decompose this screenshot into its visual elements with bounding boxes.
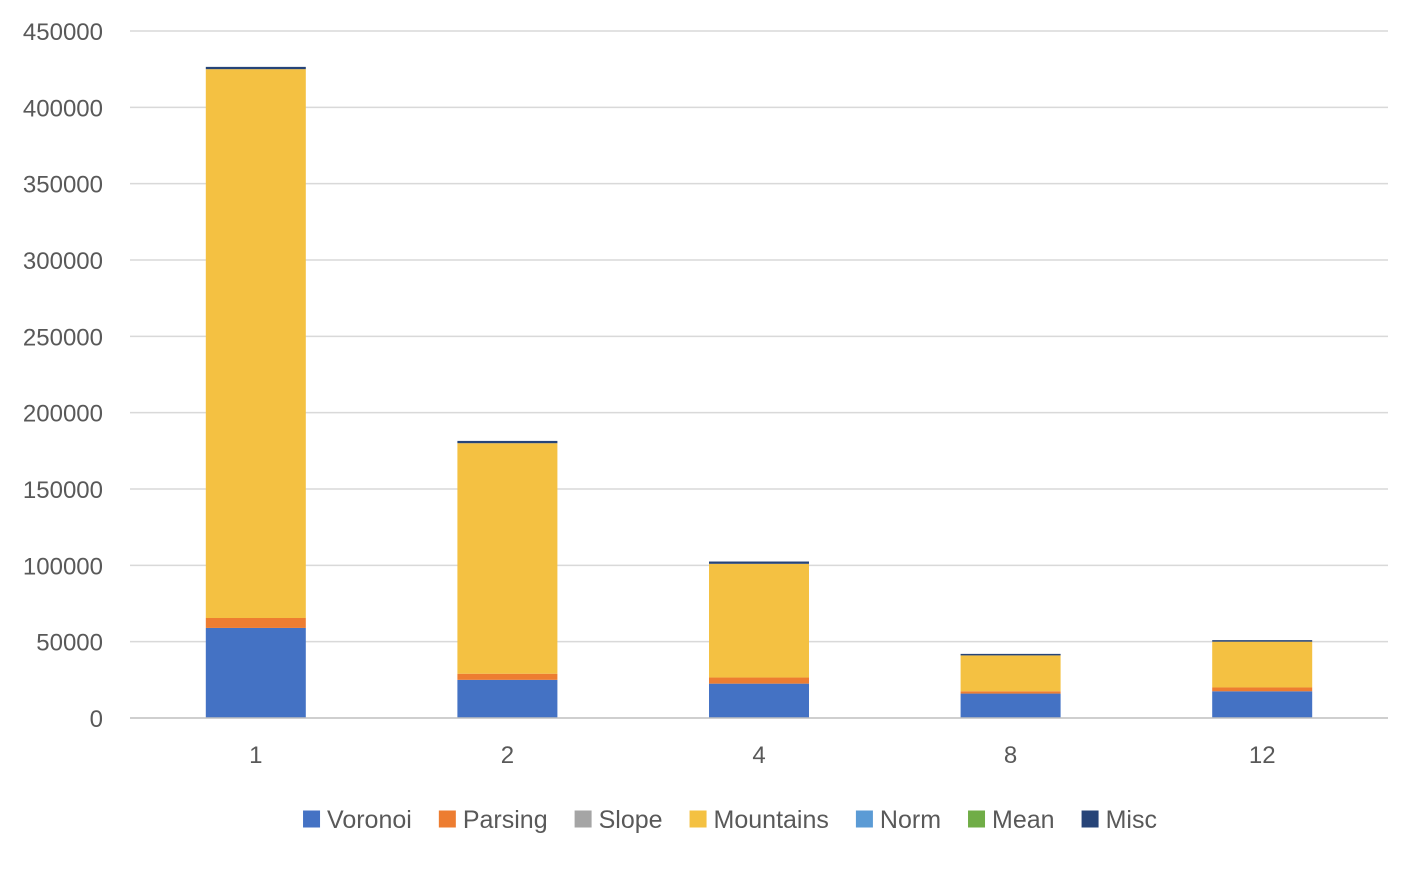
bars — [205, 66, 1313, 718]
bar-segment-mountains-2 — [457, 443, 558, 674]
gridlines — [130, 30, 1388, 643]
bar-segment-mountains-1 — [205, 69, 306, 619]
y-tick-label: 250000 — [23, 324, 103, 351]
legend-label-misc: Misc — [1106, 806, 1157, 834]
y-tick-label: 50000 — [36, 630, 103, 657]
axes: 0 50000 100000 150000 200000 250000 300000 3500… — [23, 19, 1388, 769]
y-tick-label: 350000 — [23, 172, 103, 199]
legend-swatch-misc — [1081, 810, 1099, 828]
y-tick-label: 400000 — [23, 95, 103, 122]
legend-swatch-slope — [574, 810, 592, 828]
bar-segment-voronoi-8 — [960, 693, 1061, 718]
legend-label-voronoi: Voronoi — [327, 806, 412, 834]
y-tick-label: 450000 — [23, 19, 103, 46]
bar-segment-parsing-2 — [457, 673, 558, 680]
legend-label-mountains: Mountains — [714, 806, 829, 834]
legend-label-parsing: Parsing — [463, 806, 548, 834]
bar-segment-mountains-4 — [709, 563, 809, 678]
bar-segment-misc-12 — [1212, 640, 1313, 642]
x-tick-label: 1 — [249, 742, 262, 769]
legend-swatch-voronoi — [303, 810, 321, 828]
legend-label-slope: Slope — [599, 806, 663, 834]
y-tick-label: 150000 — [23, 477, 103, 504]
bar-segment-parsing-12 — [1212, 687, 1313, 692]
bar-segment-parsing-1 — [205, 618, 306, 628]
x-tick-label: 4 — [752, 742, 765, 769]
bar-segment-misc-1 — [205, 66, 306, 70]
bar-segment-voronoi-1 — [205, 627, 306, 718]
bar-segment-mountains-8 — [960, 655, 1061, 692]
bar-segment-misc-8 — [960, 653, 1061, 656]
bar-segment-parsing-8 — [960, 691, 1061, 694]
legend-label-mean: Mean — [992, 806, 1055, 834]
legend-swatch-mountains — [689, 810, 707, 828]
bar-segment-voronoi-12 — [1212, 691, 1313, 718]
x-tick-label: 2 — [501, 742, 514, 769]
legend-swatch-parsing — [438, 810, 456, 828]
y-tick-label: 200000 — [23, 401, 103, 428]
bar-segment-mountains-12 — [1212, 641, 1313, 688]
y-tick-label: 0 — [90, 706, 103, 733]
bar-segment-misc-4 — [709, 561, 809, 564]
bar-segment-voronoi-2 — [457, 679, 558, 718]
legend-label-norm: Norm — [880, 806, 941, 834]
x-tick-label: 8 — [1004, 742, 1017, 769]
legend-swatch-norm — [855, 810, 873, 828]
bar-segment-misc-2 — [457, 440, 558, 444]
x-tick-label: 12 — [1249, 742, 1276, 769]
legend-swatch-mean — [968, 810, 986, 828]
bar-segment-parsing-4 — [709, 677, 809, 684]
legend: Voronoi Parsing Slope Mountains Norm Mean Misc — [303, 806, 1157, 834]
y-tick-label: 300000 — [23, 248, 103, 275]
y-tick-label: 100000 — [23, 553, 103, 580]
bar-segment-voronoi-4 — [709, 683, 809, 718]
